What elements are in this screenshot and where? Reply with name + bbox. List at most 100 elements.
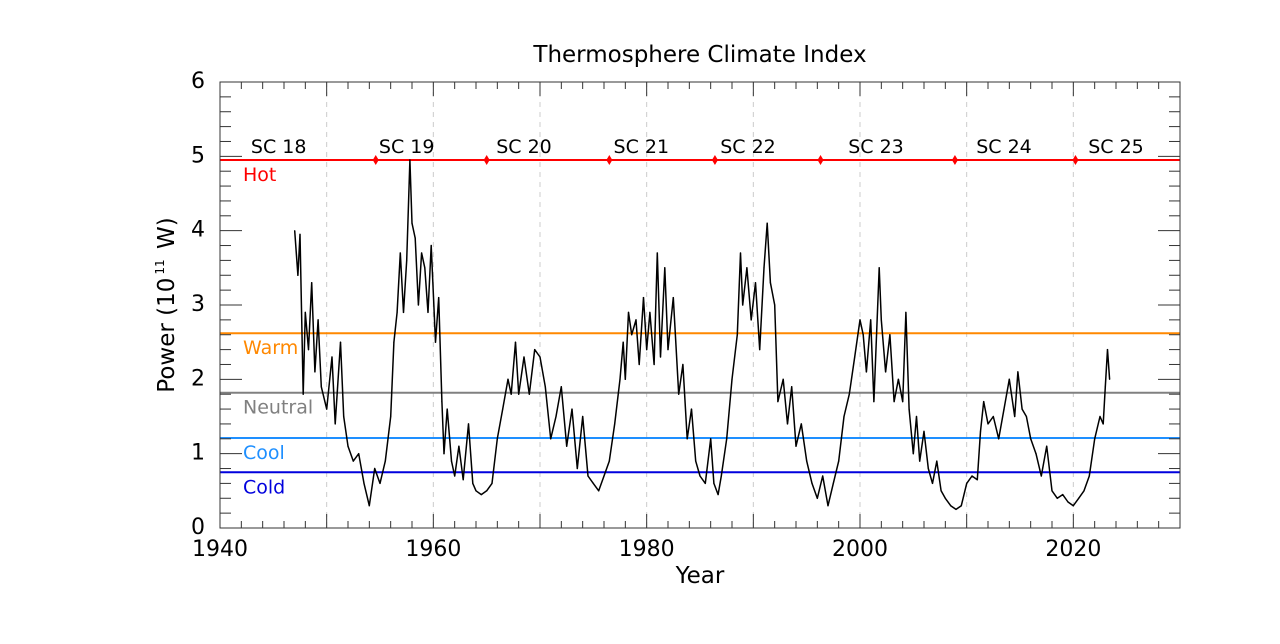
data-point <box>1040 475 1042 477</box>
data-point <box>739 252 742 254</box>
data-point <box>1072 505 1074 507</box>
data-point <box>399 252 401 254</box>
data-point <box>742 304 744 306</box>
y-tick-label: 2 <box>191 366 205 391</box>
data-point <box>791 386 793 388</box>
data-point <box>998 438 1000 440</box>
data-point <box>979 430 982 432</box>
cycle-markers: SC 18 SC 19 SC 20 SC 21 SC 22 SC 23 SC 24 SC 25 <box>251 136 1144 166</box>
cycle-boundary-marker <box>951 155 958 166</box>
data-point <box>754 282 757 284</box>
y-label-suffix: W) <box>154 217 180 256</box>
data-point <box>424 267 426 269</box>
data-point <box>931 482 934 484</box>
data-point <box>1078 497 1080 499</box>
data-point <box>446 408 448 410</box>
data-point <box>528 393 530 395</box>
data-point <box>1046 445 1048 447</box>
data-point <box>782 378 784 380</box>
data-point <box>331 356 333 358</box>
data-point <box>624 378 626 380</box>
data-point <box>859 319 861 321</box>
level-label-warm: Warm <box>243 337 298 359</box>
data-point <box>326 408 328 410</box>
data-point <box>1035 453 1037 455</box>
data-point <box>816 497 818 499</box>
data-point <box>827 505 829 507</box>
data-point <box>983 401 985 403</box>
data-point <box>1021 408 1023 410</box>
data-point <box>960 505 962 507</box>
data-point <box>339 341 342 343</box>
data-point <box>576 467 578 470</box>
x-tick-label: 1960 <box>405 537 461 562</box>
data-point <box>885 371 887 373</box>
data-point <box>865 371 868 373</box>
data-point <box>944 497 946 499</box>
data-point <box>544 386 546 388</box>
data-point <box>1030 438 1032 440</box>
data-point <box>334 423 336 425</box>
data-point <box>368 505 370 507</box>
data-point <box>510 393 512 395</box>
cycle-label: SC 20 <box>496 136 552 158</box>
data-point <box>763 267 765 269</box>
data-point <box>642 296 645 299</box>
cycle-boundary-marker <box>372 155 379 166</box>
data-point <box>507 378 509 380</box>
data-point <box>746 267 748 269</box>
y-tick-label: 4 <box>191 218 205 243</box>
y-tick-label: 5 <box>191 143 205 168</box>
level-label-cold: Cold <box>243 476 285 498</box>
x-tick-label: 1980 <box>619 537 675 562</box>
data-point <box>514 341 517 343</box>
data-point <box>458 445 460 447</box>
y-label-prefix: Power (10 <box>154 278 180 393</box>
data-point <box>843 415 845 418</box>
data-point <box>966 482 968 484</box>
data-point <box>622 341 624 343</box>
data-point <box>1083 490 1085 492</box>
data-point <box>646 349 648 351</box>
data-point <box>409 159 411 161</box>
data-point <box>307 349 310 351</box>
data-point <box>523 356 525 358</box>
cycle-boundary-marker <box>606 155 613 166</box>
data-point <box>1014 415 1016 418</box>
plot-frame <box>219 81 1181 529</box>
data-point <box>923 430 925 432</box>
level-label-hot: Hot <box>243 164 276 186</box>
x-tick-label: 2020 <box>1045 537 1101 562</box>
data-point <box>854 356 856 358</box>
data-point <box>908 408 910 410</box>
cycle-label: SC 24 <box>976 136 1032 158</box>
data-point <box>699 475 701 477</box>
data-point <box>534 349 536 351</box>
data-point <box>774 304 776 306</box>
data-point <box>347 445 349 447</box>
data-point <box>430 244 432 247</box>
data-point <box>462 479 464 481</box>
data-point <box>766 222 768 224</box>
cycle-boundary-marker <box>817 155 824 166</box>
data-point <box>1051 490 1053 492</box>
data-point <box>822 475 824 477</box>
data-point <box>987 423 989 425</box>
data-point <box>374 467 376 470</box>
data-point <box>686 438 688 440</box>
series-line <box>293 159 1111 511</box>
data-point <box>598 490 600 492</box>
data-point <box>950 505 952 507</box>
data-point <box>955 508 957 511</box>
data-point <box>480 493 482 496</box>
data-point <box>518 393 520 395</box>
data-point <box>1104 386 1106 388</box>
data-point <box>759 349 761 351</box>
cycle-boundary-marker <box>711 155 718 166</box>
data-point <box>905 311 907 314</box>
data-point <box>608 460 610 462</box>
cycle-label: SC 25 <box>1088 136 1144 158</box>
data-point <box>1109 378 1111 380</box>
data-point <box>638 363 640 366</box>
